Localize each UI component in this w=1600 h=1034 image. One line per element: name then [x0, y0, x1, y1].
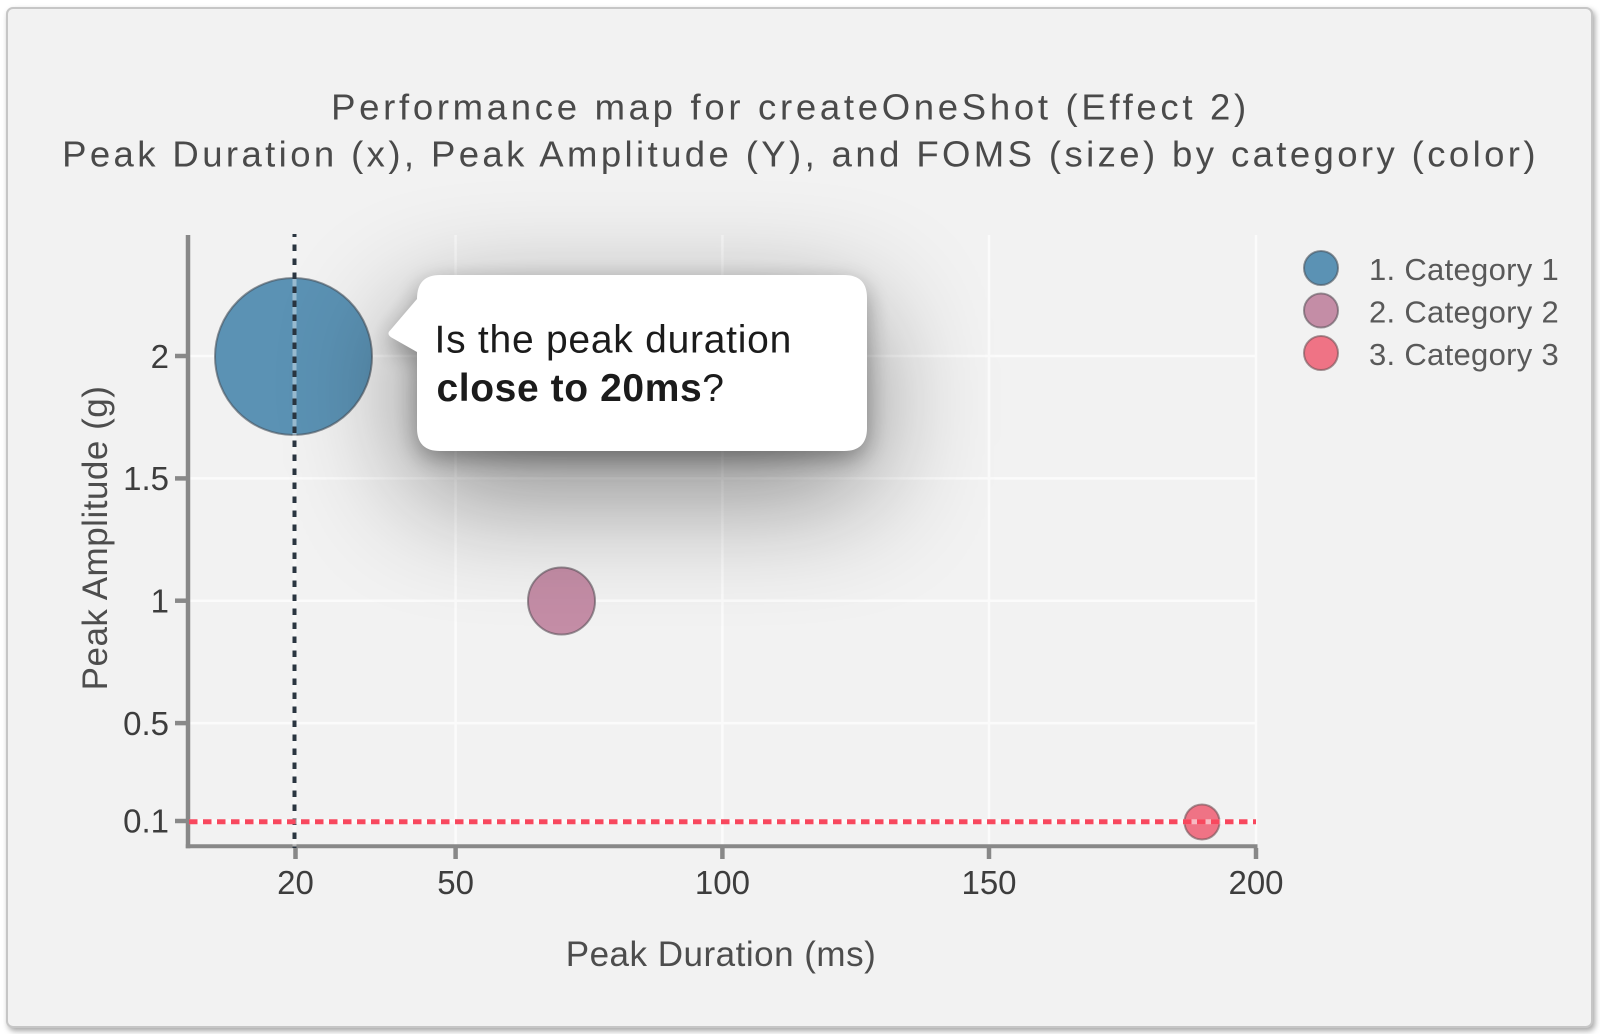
svg-text:Peak Duration (ms): Peak Duration (ms) — [566, 935, 876, 974]
svg-text:200: 200 — [1228, 864, 1283, 901]
svg-text:50: 50 — [437, 864, 474, 901]
svg-text:0.5: 0.5 — [123, 705, 169, 742]
svg-text:close to 20ms?: close to 20ms? — [437, 367, 725, 410]
svg-text:Performance map for createOneS: Performance map for createOneShot (Effec… — [331, 87, 1250, 128]
svg-text:Peak Amplitude (g): Peak Amplitude (g) — [76, 386, 115, 691]
svg-text:150: 150 — [961, 864, 1016, 901]
svg-text:100: 100 — [695, 864, 750, 901]
svg-text:2. Category 2: 2. Category 2 — [1369, 295, 1559, 330]
svg-text:1. Category 1: 1. Category 1 — [1369, 252, 1559, 287]
svg-text:0.1: 0.1 — [123, 802, 169, 839]
svg-text:Peak Duration (x), Peak Amplit: Peak Duration (x), Peak Amplitude (Y), a… — [62, 134, 1539, 175]
svg-text:20: 20 — [277, 864, 314, 901]
svg-text:1.5: 1.5 — [123, 460, 169, 497]
svg-text:Is the peak duration: Is the peak duration — [435, 319, 793, 362]
svg-text:1: 1 — [151, 583, 169, 620]
svg-text:2: 2 — [151, 338, 169, 375]
svg-text:3. Category 3: 3. Category 3 — [1369, 337, 1559, 372]
